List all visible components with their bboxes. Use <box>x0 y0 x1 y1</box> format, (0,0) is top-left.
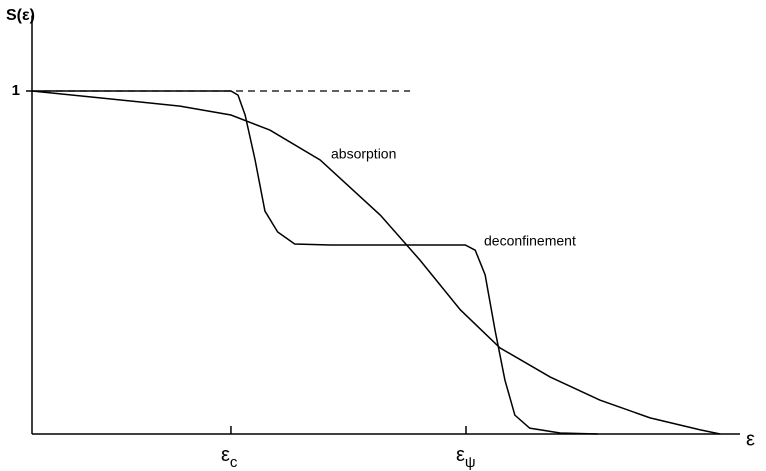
x-tick-label: εc <box>221 444 238 471</box>
y-tick-label: 1 <box>12 82 20 99</box>
curve-label: absorption <box>331 146 396 162</box>
x-tick-label: εψ <box>456 444 476 471</box>
y-axis-label: S(ε) <box>6 7 35 24</box>
curve <box>31 90 721 435</box>
curve-label: deconfinement <box>484 233 576 249</box>
x-axis-label: ε <box>746 428 755 450</box>
curve <box>32 90 598 435</box>
